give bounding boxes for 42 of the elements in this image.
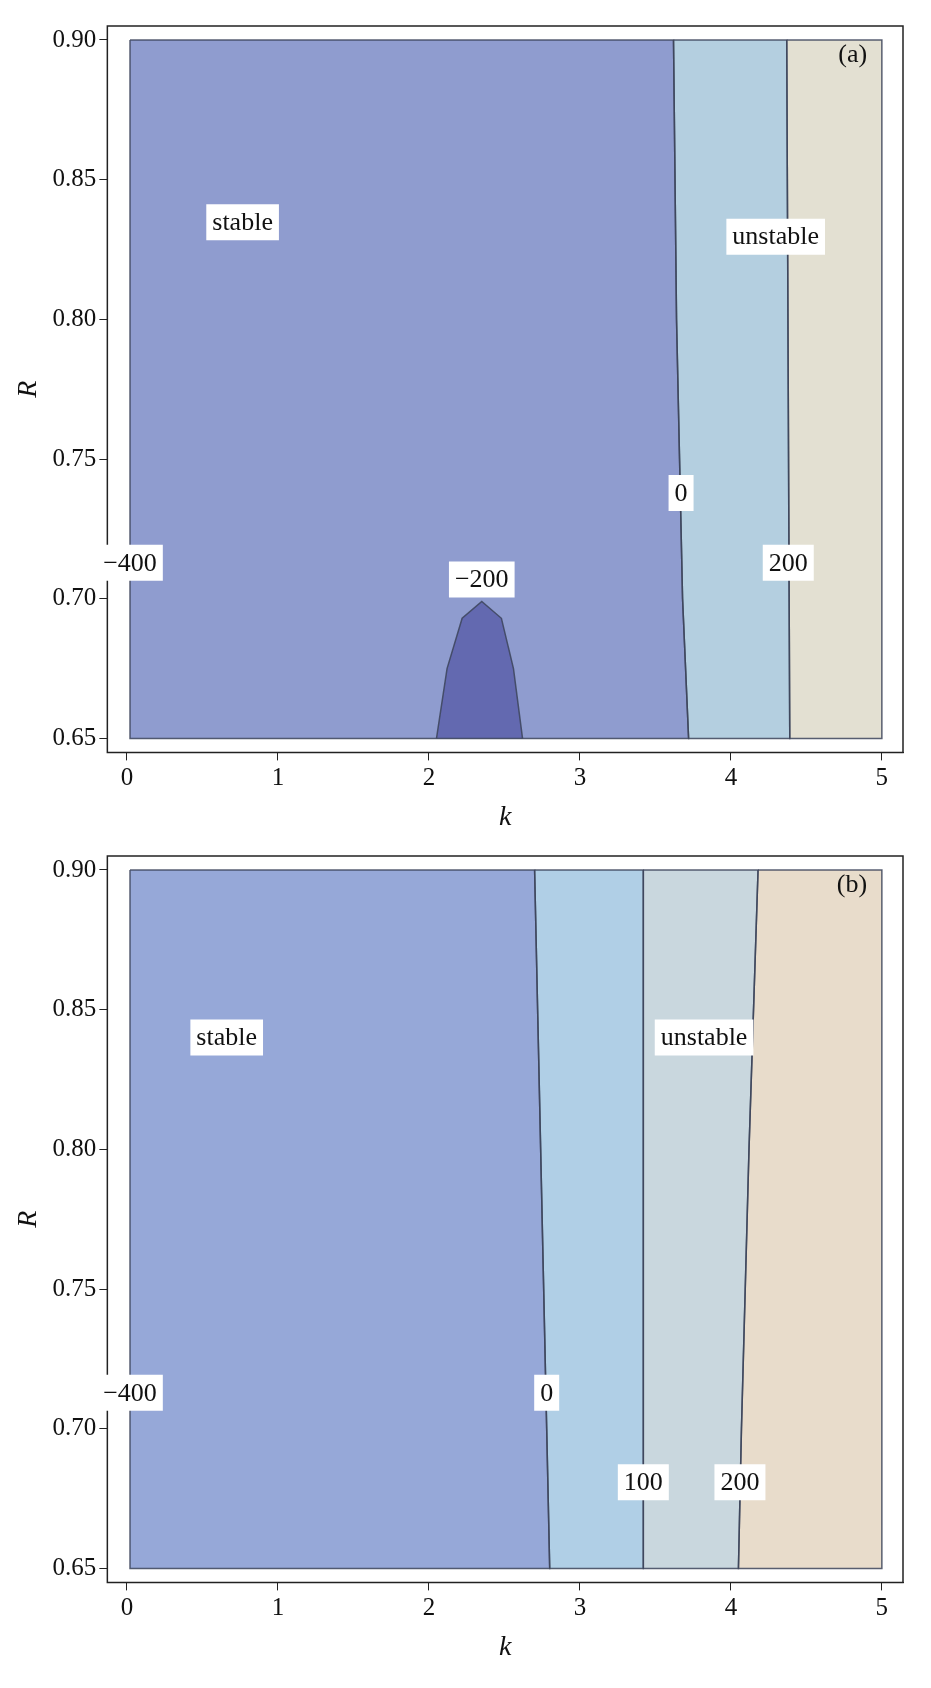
y-tick-label: 0.80 (52, 303, 97, 331)
x-tick-label: 3 (573, 762, 587, 790)
x-tick-label: 3 (573, 1592, 587, 1620)
annotation: unstable (660, 1022, 748, 1052)
annotation: −400 (103, 1377, 157, 1407)
y-tick-label: 0.70 (52, 583, 97, 611)
x-tick-label: 0 (120, 762, 134, 790)
annotation: stable (196, 1022, 258, 1052)
x-axis-title: k (498, 1629, 512, 1661)
y-tick-label: 0.85 (52, 994, 97, 1022)
annotation: 100 (623, 1467, 663, 1496)
annotation: (a) (838, 38, 868, 68)
y-tick-label: 0.85 (52, 164, 97, 192)
annotation: 200 (768, 547, 808, 577)
x-axis-title: k (498, 799, 512, 831)
annotation: −200 (454, 564, 509, 594)
x-tick-label: 5 (875, 1592, 889, 1620)
y-tick-label: 0.65 (52, 1552, 97, 1580)
x-tick-label: 0 (120, 1592, 134, 1620)
annotation: −400 (103, 547, 157, 577)
y-tick-label: 0.65 (52, 722, 97, 750)
x-tick-label: 2 (422, 1592, 436, 1620)
y-tick-label: 0.70 (52, 1413, 97, 1441)
annotation: (b) (836, 868, 868, 898)
y-tick-label: 0.90 (52, 854, 97, 882)
annotation: 200 (720, 1467, 760, 1496)
y-axis-title: R (11, 1210, 43, 1229)
annotation: 0 (674, 477, 688, 507)
y-tick-label: 0.75 (52, 443, 97, 471)
annotation: 0 (540, 1377, 554, 1407)
y-tick-label: 0.80 (52, 1133, 97, 1161)
annotation: unstable (732, 221, 820, 251)
x-tick-label: 4 (724, 1592, 738, 1620)
y-tick-label: 0.90 (52, 24, 97, 52)
x-tick-label: 1 (271, 762, 285, 790)
x-tick-label: 4 (724, 762, 738, 790)
x-tick-label: 2 (422, 762, 436, 790)
x-tick-label: 5 (875, 762, 889, 790)
annotation: stable (212, 206, 273, 236)
y-tick-label: 0.75 (52, 1273, 97, 1301)
y-axis-title: R (11, 380, 43, 399)
x-tick-label: 1 (271, 1592, 285, 1620)
